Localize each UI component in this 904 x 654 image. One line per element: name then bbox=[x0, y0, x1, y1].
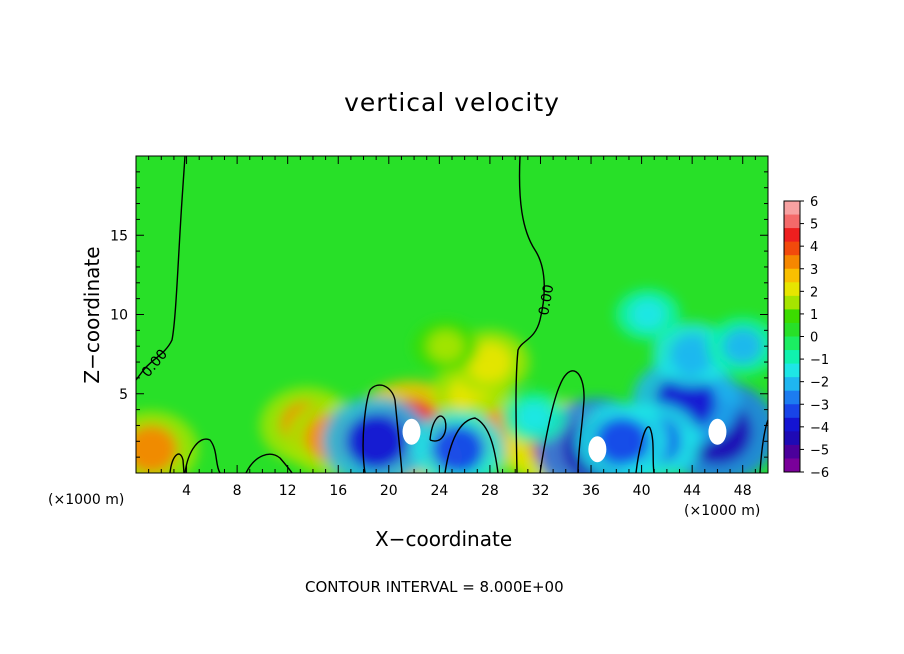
field-core bbox=[588, 436, 607, 463]
colorbar-swatch bbox=[784, 241, 800, 256]
colorbar-label: −5 bbox=[810, 443, 829, 458]
chart-title: vertical velocity bbox=[344, 88, 560, 117]
colorbar-swatch bbox=[784, 363, 800, 378]
x-tick-label: 44 bbox=[683, 483, 701, 499]
x-tick-label: 32 bbox=[532, 483, 550, 499]
colorbar-label: −2 bbox=[810, 376, 829, 391]
y-tick-label: 10 bbox=[110, 308, 128, 324]
zero-contour-line bbox=[759, 419, 768, 473]
zero-contour-line bbox=[169, 453, 185, 473]
zero-contour-line bbox=[444, 417, 499, 473]
field-blob bbox=[516, 401, 553, 434]
colorbar-swatch bbox=[784, 255, 800, 270]
colorbar-swatch bbox=[784, 431, 800, 446]
colorbar-swatch bbox=[784, 444, 800, 459]
zero-contour-line bbox=[539, 370, 585, 473]
field-blob bbox=[427, 330, 464, 363]
colorbar-swatch bbox=[784, 336, 800, 351]
field-blob bbox=[670, 334, 715, 375]
field-blob bbox=[722, 328, 763, 365]
colorbar-label: −3 bbox=[810, 398, 829, 413]
x-tick-label: 8 bbox=[233, 483, 242, 499]
colorbar-label: −4 bbox=[810, 421, 829, 436]
colorbar-swatch bbox=[784, 377, 800, 392]
colorbar-swatch bbox=[784, 350, 800, 365]
contour-label: 0.00 bbox=[536, 283, 557, 316]
x-axis-label: X−coordinate bbox=[375, 527, 513, 551]
colorbar-label: 2 bbox=[810, 285, 818, 300]
colorbar-swatch bbox=[784, 458, 800, 473]
x-tick-label: 16 bbox=[329, 483, 347, 499]
x-unit-right: (×1000 m) bbox=[684, 503, 761, 519]
x-tick-label: 24 bbox=[430, 483, 448, 499]
field-blob bbox=[629, 298, 666, 331]
colorbar-swatch bbox=[784, 228, 800, 243]
x-tick-label: 36 bbox=[582, 483, 600, 499]
colorbar-swatch bbox=[784, 404, 800, 419]
x-tick-label: 12 bbox=[279, 483, 297, 499]
field-blob bbox=[346, 413, 407, 470]
x-tick-label: 28 bbox=[481, 483, 499, 499]
colorbar-swatch bbox=[784, 268, 800, 283]
colorbar-swatch bbox=[784, 390, 800, 405]
x-tick-label: 48 bbox=[734, 483, 752, 499]
field-core bbox=[402, 418, 421, 445]
field-blob bbox=[596, 417, 649, 466]
y-tick-label: 15 bbox=[110, 228, 128, 244]
colorbar-label: 5 bbox=[810, 218, 818, 233]
contour-interval-note: CONTOUR INTERVAL = 8.000E+00 bbox=[305, 578, 564, 596]
colorbar-label: −1 bbox=[810, 353, 829, 368]
colorbar-swatch bbox=[784, 295, 800, 310]
colorbar-label: 0 bbox=[810, 331, 818, 346]
colorbar-swatch bbox=[784, 201, 800, 216]
colorbar-label: 4 bbox=[810, 240, 818, 255]
colorbar-swatch bbox=[784, 417, 800, 432]
colorbar-swatch bbox=[784, 322, 800, 337]
field-blob bbox=[136, 425, 178, 473]
field-blob bbox=[467, 342, 512, 383]
zero-contour-line bbox=[635, 426, 655, 473]
x-tick-label: 40 bbox=[633, 483, 651, 499]
zero-contour-line bbox=[136, 156, 186, 381]
x-unit-left: (×1000 m) bbox=[48, 492, 125, 508]
x-tick-label: 20 bbox=[380, 483, 398, 499]
colorbar-swatch bbox=[784, 282, 800, 297]
colorbar-label: 3 bbox=[810, 263, 818, 278]
colorbar: 6 5 4 3 2 1 0 −1 −2 −3 −4 −5 −6 bbox=[783, 195, 829, 481]
x-tick-label: 4 bbox=[182, 483, 191, 499]
zero-contour-line bbox=[362, 384, 403, 473]
zero-contour-line bbox=[245, 453, 293, 473]
field-blob bbox=[432, 425, 485, 473]
colorbar-swatch bbox=[784, 214, 800, 229]
zero-contour-line bbox=[429, 415, 447, 442]
velocity-field bbox=[136, 156, 768, 473]
colorbar-label: −6 bbox=[810, 466, 829, 481]
colorbar-label: 6 bbox=[810, 195, 818, 210]
colorbar-swatch bbox=[784, 309, 800, 324]
y-tick-label: 5 bbox=[119, 387, 128, 403]
field-core bbox=[708, 418, 727, 445]
colorbar-label: 1 bbox=[810, 308, 818, 323]
zero-contour-line bbox=[515, 156, 545, 473]
zero-contour-line bbox=[184, 438, 221, 473]
